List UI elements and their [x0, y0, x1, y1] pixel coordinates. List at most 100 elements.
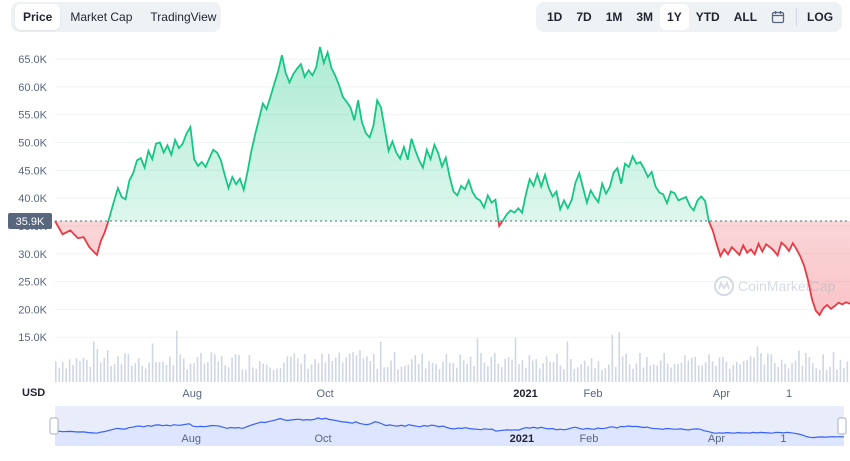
volume-bar — [576, 367, 579, 382]
volume-bar — [189, 363, 192, 382]
volume-bar — [818, 369, 821, 382]
svg-text:CoinMarketCap: CoinMarketCap — [738, 278, 835, 294]
y-tick-label: 30.0K — [18, 249, 47, 261]
volume-bar — [141, 365, 144, 382]
volume-bar — [670, 367, 672, 382]
volume-bar — [328, 353, 330, 382]
volume-bar — [628, 364, 631, 382]
navigator-tick-label: 2021 — [510, 433, 534, 445]
volume-bar — [352, 352, 354, 382]
volume-bar — [397, 369, 399, 382]
volume-bar — [483, 362, 486, 382]
volume-bar — [203, 363, 206, 382]
volume-bar — [767, 353, 769, 382]
calendar-icon[interactable] — [764, 6, 792, 28]
volume-bar — [404, 365, 406, 382]
tab-tradingview[interactable]: TradingView — [150, 10, 217, 24]
x-tick-label: Apr — [713, 388, 730, 400]
volume-bar — [725, 361, 728, 382]
volume-bar — [393, 351, 396, 382]
volume-bar — [296, 358, 299, 382]
volume-bar — [300, 363, 303, 382]
volume-bar — [110, 365, 112, 382]
volume-bar — [459, 354, 462, 382]
volume-bar — [462, 360, 465, 382]
volume-bar — [504, 358, 506, 382]
volume-bar — [283, 362, 285, 382]
volume-bar — [666, 363, 669, 382]
volume-bar — [507, 357, 510, 382]
volume-bar — [324, 362, 327, 382]
volume-bar — [476, 338, 479, 382]
range-1d[interactable]: 1D — [547, 10, 563, 24]
volume-bar — [438, 368, 441, 382]
range-all[interactable]: ALL — [733, 10, 758, 24]
volume-bar — [829, 366, 831, 382]
volume-bar — [732, 364, 735, 382]
volume-bar — [639, 352, 641, 382]
range-7d[interactable]: 7D — [576, 10, 592, 24]
range-selector: 1D 7D 1M 3M 1Y YTD ALL LOG — [536, 2, 842, 32]
tab-price[interactable]: Price — [15, 4, 61, 30]
y-tick-label: 20.0K — [18, 304, 47, 316]
volume-bar — [414, 355, 417, 382]
volume-bar — [435, 364, 437, 382]
volume-bar — [735, 361, 738, 382]
volume-bar — [231, 357, 233, 382]
volume-bar — [355, 355, 358, 382]
range-divider — [796, 8, 798, 26]
tab-market-cap[interactable]: Market Cap — [70, 10, 133, 24]
volume-bar — [75, 358, 78, 382]
volume-bar — [646, 357, 648, 382]
volume-bar — [255, 369, 258, 382]
volume-bar — [763, 364, 766, 382]
volume-bar — [186, 369, 188, 382]
volume-bar — [99, 362, 102, 382]
volume-bar — [528, 355, 531, 382]
volume-bar — [514, 338, 517, 382]
volume-bar — [832, 352, 835, 382]
volume-bar — [293, 353, 296, 382]
navigator-handle-right[interactable] — [837, 417, 847, 435]
volume-bar — [207, 362, 209, 382]
volume-bar — [252, 367, 254, 382]
volume-bar — [480, 352, 482, 382]
volume-bar — [238, 355, 240, 382]
volume-bar — [642, 367, 645, 382]
volume-bar — [345, 357, 347, 382]
volume-bar — [836, 369, 838, 382]
x-tick-label: 1 — [786, 388, 792, 400]
volume-bar — [704, 362, 707, 382]
volume-bar — [532, 360, 534, 382]
volume-bar — [746, 360, 748, 382]
volume-bar — [542, 363, 544, 382]
range-3m[interactable]: 3M — [636, 10, 654, 24]
volume-bar — [493, 352, 496, 382]
volume-bar — [338, 352, 341, 382]
volume-bar — [808, 356, 811, 382]
volume-bar — [729, 368, 731, 382]
volume-bar — [687, 360, 690, 382]
volume-bar — [770, 354, 773, 382]
volume-bar — [777, 366, 780, 382]
volume-bar — [656, 365, 659, 382]
volume-bar — [290, 356, 292, 382]
volume-bar — [614, 366, 617, 382]
range-1y[interactable]: 1Y — [660, 4, 689, 30]
volume-bar — [566, 341, 569, 382]
x-axis-labels: Aug Oct 2021 Feb Apr 1 — [182, 388, 792, 400]
volume-bar — [604, 368, 607, 382]
range-ytd[interactable]: YTD — [695, 10, 720, 24]
volume-bar — [165, 365, 168, 382]
volume-bar — [417, 363, 420, 382]
navigator-handle-left[interactable] — [49, 417, 59, 435]
currency-label: USD — [22, 387, 45, 399]
volume-bar — [245, 369, 247, 382]
x-tick-label: Feb — [584, 388, 603, 400]
volume-bar — [822, 354, 824, 382]
volume-bar — [559, 365, 562, 382]
area-down-fill — [55, 220, 850, 315]
range-1m[interactable]: 1M — [605, 10, 623, 24]
log-scale-toggle[interactable]: LOG — [807, 10, 834, 24]
